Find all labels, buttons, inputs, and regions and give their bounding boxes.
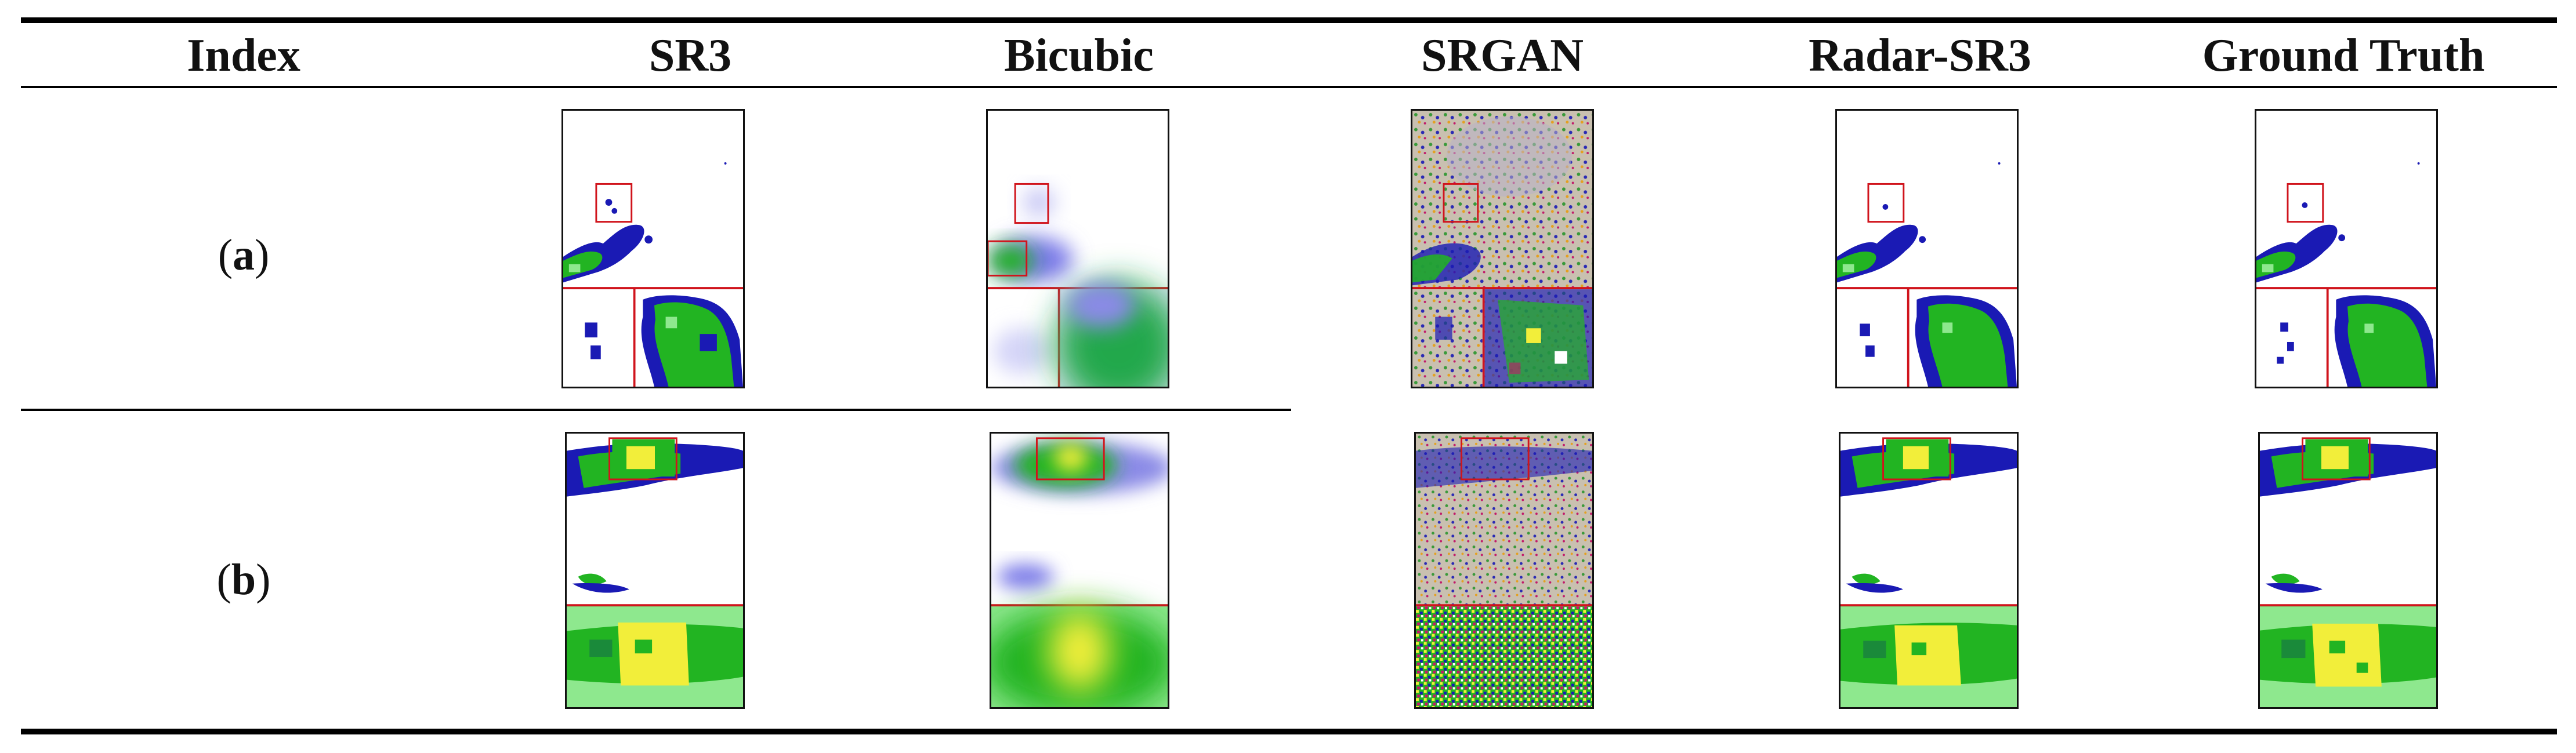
thumb-b-srgan <box>1414 432 1594 709</box>
header-rule <box>21 86 2557 88</box>
row-label-a: (a) <box>218 231 270 279</box>
row-label-b-letter: b <box>231 555 256 604</box>
row-label-a-letter: a <box>233 231 255 279</box>
thumb-b-sr3 <box>565 432 745 709</box>
bottom-rule <box>21 729 2557 734</box>
row-label-b: (b) <box>216 555 271 604</box>
header-ground-truth: Ground Truth <box>2202 30 2485 81</box>
thumb-b-ground-truth <box>2258 432 2438 709</box>
header-bicubic: Bicubic <box>1004 30 1154 81</box>
header-srgan: SRGAN <box>1421 30 1584 81</box>
thumb-a-sr3 <box>561 109 745 388</box>
thumb-a-radar-sr3 <box>1835 109 2019 388</box>
top-rule <box>21 17 2557 23</box>
thumb-a-bicubic <box>986 109 1169 388</box>
thumb-b-bicubic <box>990 432 1169 709</box>
thumb-a-ground-truth <box>2255 109 2438 388</box>
header-index: Index <box>187 30 300 81</box>
thumb-a-srgan <box>1411 109 1594 388</box>
thumb-b-radar-sr3 <box>1839 432 2019 709</box>
row-separator-rule <box>21 409 1291 411</box>
header-sr3: SR3 <box>648 30 732 81</box>
header-radar-sr3: Radar-SR3 <box>1809 30 2031 81</box>
